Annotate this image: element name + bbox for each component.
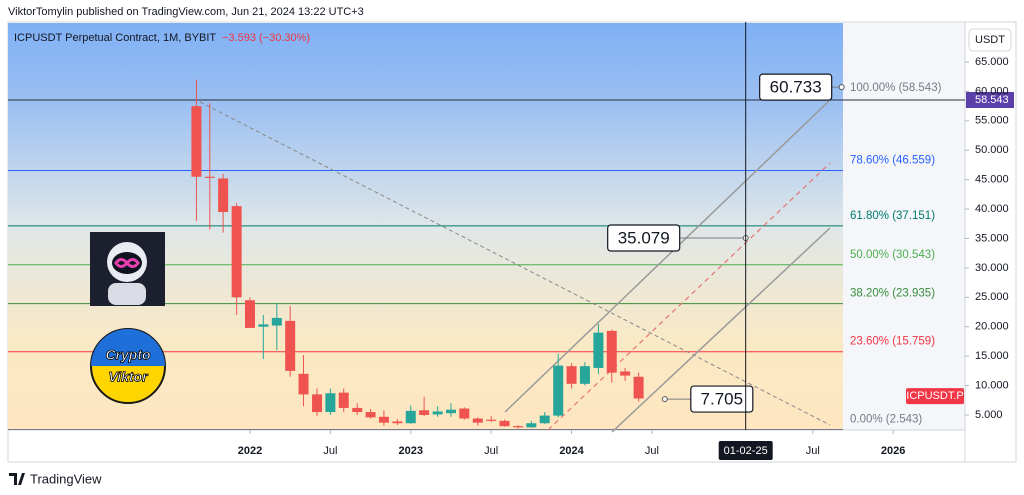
y-tick-label: 25.000 [975,291,1009,303]
price-change: −3.593 (−30.30%) [222,32,310,44]
logo-crypto-viktor: Crypto Viktor [90,328,166,404]
trend-line [199,101,831,426]
candle-body [325,393,336,413]
callout-label: 7.705 [701,390,744,409]
candle-body [553,365,564,416]
x-tick-label: 2024 [559,445,584,457]
callout-label: 60.733 [770,78,822,97]
channel-middle [547,162,831,431]
y-tick-label: 65.000 [975,56,1009,68]
current-time-box [718,441,773,460]
callout-label: 35.079 [618,229,670,248]
candle-body [459,408,470,419]
candle-body [338,392,349,408]
symbol-tag [906,388,964,405]
y-tick-label: 40.000 [975,203,1009,215]
candle-body [445,409,456,414]
fib-label: 23.60% (15.759) [850,336,935,348]
logo-text: Crypto [105,347,151,363]
published-note: ViktorTomylin published on TradingView.c… [8,6,364,18]
candle-body [204,176,215,178]
candle-body [352,407,363,413]
fib-label: 78.60% (46.559) [850,155,935,167]
fib-label: 38.20% (23.935) [850,288,935,300]
logo-body [108,283,146,305]
candle-body [298,373,309,395]
candle-body [499,420,510,427]
brand-icon [9,473,25,485]
candle-body [405,410,416,424]
candle-body [218,178,229,213]
candle-body [593,332,604,368]
candle-body [271,317,282,326]
candle-body [486,419,497,421]
candle-body [392,421,403,424]
x-tick-label: Jul [484,445,498,457]
x-tick-label: 2026 [881,445,905,457]
x-tick-label: 2023 [399,445,423,457]
x-tick-label: 2022 [238,445,262,457]
candle-body [606,330,617,373]
currency-box [968,28,1012,52]
channel-upper [504,99,831,413]
channel-lower [611,227,831,433]
candle-body [539,415,550,424]
currency: USDT [975,34,1005,46]
logo-astronaut [90,232,165,306]
logo-top [91,329,165,366]
last-price-label: 58.543 [975,94,1009,106]
y-tick-label: 10.000 [975,379,1009,391]
candle-body [378,416,389,423]
x-tick-label: Jul [645,445,659,457]
fib-label: 50.00% (30.543) [850,249,935,261]
candle-body [472,418,483,423]
candle-body [258,324,269,327]
callout-box [607,224,681,252]
fib-label: 100.00% (58.543) [850,82,942,94]
callout-box [690,385,754,413]
y-tick-label: 50.000 [975,144,1009,156]
y-tick-label: 15.000 [975,350,1009,362]
y-tick-label: 60.000 [975,85,1009,97]
y-tick-label: 5.000 [975,409,1003,421]
candle-body [579,366,590,384]
y-tick-label: 20.000 [975,321,1009,333]
fib-label: 61.80% (37.151) [850,210,935,222]
last-price-tag [966,91,1014,108]
y-tick-label: 35.000 [975,232,1009,244]
x-tick-label: Jul [323,445,337,457]
symbol-tag-label: ICPUSDT.P [906,390,963,402]
callout-anchor [661,396,668,403]
fib-label-zone [843,23,965,430]
logo-infinity [114,258,140,268]
candle-body [513,426,524,428]
callout-box [759,73,833,101]
candle-body [633,376,644,399]
candle-body [365,412,376,418]
candle-body [566,366,577,384]
y-tick-label: 45.000 [975,174,1009,186]
candle-body [312,394,323,413]
candle-body [419,410,430,415]
candle-body [620,371,631,376]
x-tick-label: 01-02-25 [724,445,768,457]
candle-body [231,206,242,298]
y-tick-label: 55.000 [975,115,1009,127]
candle-body [432,411,443,415]
brand-logo [9,473,25,485]
callout-anchor [838,84,845,91]
fib-label: 0.00% (2.543) [850,413,922,425]
brand-name: TradingView [30,471,102,486]
candle-body [191,106,202,177]
candle-body [244,300,255,328]
chart-title: ICPUSDT Perpetual Contract, 1M, BYBIT [14,32,216,44]
y-tick-label: 30.000 [975,262,1009,274]
candle-body [526,423,537,428]
candle-body [285,320,296,371]
x-tick-label: Jul [806,445,820,457]
logo-text: Viktor [108,369,149,385]
